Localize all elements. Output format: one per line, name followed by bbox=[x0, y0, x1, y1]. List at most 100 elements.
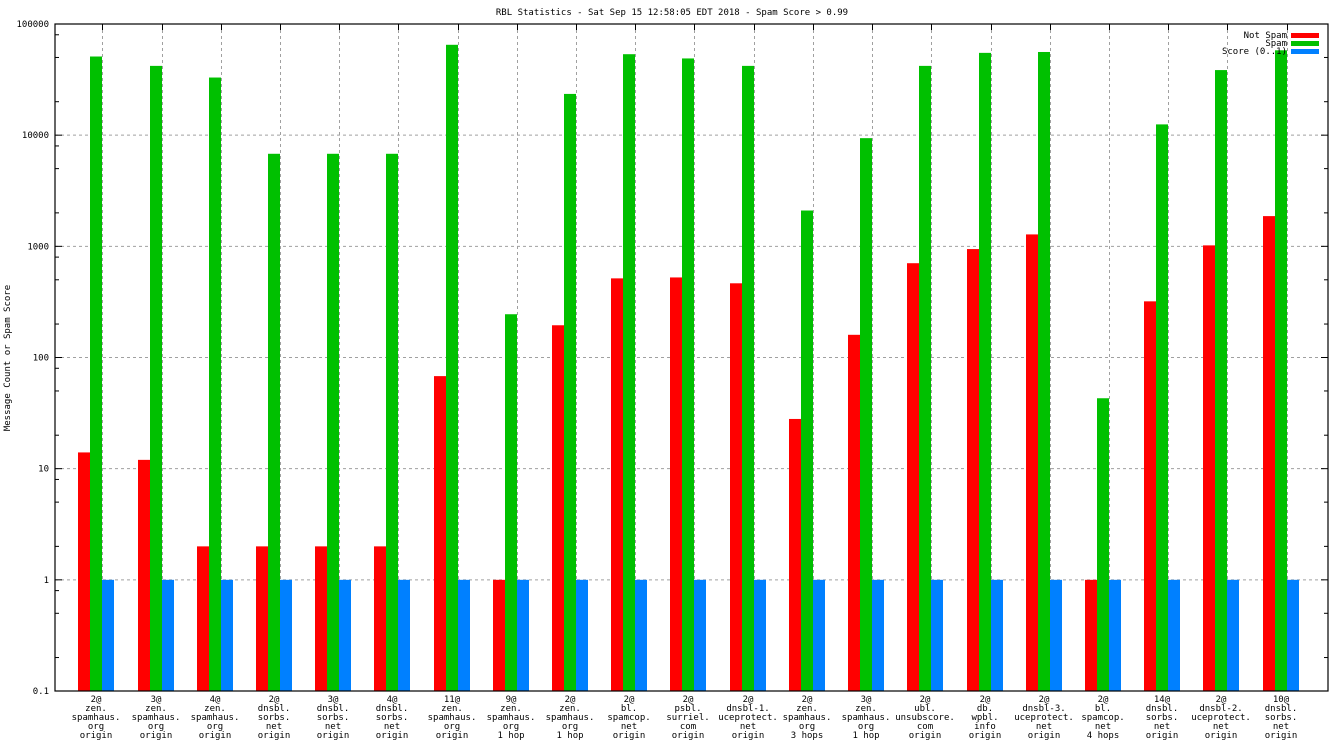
y-tick-label: 100 bbox=[33, 354, 49, 364]
x-tick-label: 2@ bbox=[683, 695, 694, 705]
x-tick-label: 9@ bbox=[506, 695, 517, 705]
bar-score-0-1-4 bbox=[280, 579, 292, 691]
y-tick-label: 1000 bbox=[27, 242, 49, 252]
x-tick-label: org bbox=[148, 722, 164, 732]
x-tick-label: zen. bbox=[441, 704, 463, 714]
x-tick-label: 1 hop bbox=[556, 731, 583, 741]
x-tick-label: origin bbox=[613, 731, 646, 741]
bar-score-0-1-5 bbox=[339, 579, 351, 691]
x-tick-label: sorbs. bbox=[317, 713, 350, 723]
x-tick-label: 2@ bbox=[565, 695, 576, 705]
bar-not-spam-10 bbox=[611, 278, 623, 691]
bar-score-0-1-13 bbox=[813, 579, 825, 691]
x-tick-label: spamhaus. bbox=[72, 713, 121, 723]
bar-not-spam-14 bbox=[848, 334, 860, 691]
x-tick-label: spamhaus. bbox=[783, 713, 832, 723]
x-tick-label: 1 hop bbox=[497, 731, 524, 741]
x-tick-label: origin bbox=[1028, 731, 1061, 741]
bar-score-0-1-6 bbox=[398, 579, 410, 691]
bar-spam-11 bbox=[682, 58, 694, 691]
bar-spam-3 bbox=[209, 77, 221, 691]
x-tick-label: origin bbox=[258, 731, 291, 741]
x-tick-label: org bbox=[88, 722, 104, 732]
bar-not-spam-12 bbox=[730, 283, 742, 691]
bar-score-0-1-8 bbox=[517, 579, 529, 691]
bar-not-spam-20 bbox=[1203, 245, 1215, 692]
x-tick-label: origin bbox=[80, 731, 113, 741]
x-tick-label: org bbox=[562, 722, 578, 732]
bar-spam-7 bbox=[446, 44, 458, 692]
x-tick-label: db. bbox=[977, 704, 993, 714]
y-axis-label: Message Count or Spam Score bbox=[3, 285, 13, 431]
bar-not-spam-21 bbox=[1263, 216, 1275, 692]
x-tick-label: sorbs. bbox=[1146, 713, 1179, 723]
x-tick-label: uceprotect. bbox=[1014, 713, 1074, 723]
x-tick-label: dnsbl-2. bbox=[1199, 704, 1242, 714]
x-tick-labels: 2@zen.spamhaus.orgorigin3@zen.spamhaus.o… bbox=[72, 695, 1298, 741]
x-tick-label: ubl. bbox=[914, 704, 936, 714]
x-tick-label: 2@ bbox=[920, 695, 931, 705]
bar-score-0-1-2 bbox=[162, 579, 174, 691]
x-tick-label: com bbox=[917, 722, 933, 732]
x-tick-label: 2@ bbox=[1098, 695, 1109, 705]
x-tick-label: 2@ bbox=[91, 695, 102, 705]
x-tick-label: spamhaus. bbox=[191, 713, 240, 723]
bar-not-spam-3 bbox=[197, 546, 209, 691]
legend-label: Spam bbox=[1265, 39, 1287, 49]
bars bbox=[78, 44, 1299, 692]
bar-score-0-1-20 bbox=[1227, 579, 1239, 691]
x-tick-label: origin bbox=[436, 731, 469, 741]
x-tick-label: net bbox=[384, 722, 400, 732]
bar-score-0-1-10 bbox=[635, 579, 647, 691]
x-tick-label: 2@ bbox=[802, 695, 813, 705]
legend-label: Score (0..1) bbox=[1222, 47, 1287, 57]
x-tick-label: 2@ bbox=[269, 695, 280, 705]
x-tick-label: zen. bbox=[500, 704, 522, 714]
bar-not-spam-11 bbox=[670, 277, 682, 691]
legend-swatch bbox=[1291, 41, 1319, 46]
bar-spam-12 bbox=[742, 65, 754, 691]
bar-not-spam-8 bbox=[493, 579, 505, 691]
bar-not-spam-17 bbox=[1026, 234, 1038, 691]
y-tick-label: 10000 bbox=[22, 131, 49, 141]
x-tick-label: wpbl. bbox=[971, 713, 998, 723]
x-tick-label: 11@ bbox=[444, 695, 461, 705]
bar-spam-19 bbox=[1156, 124, 1168, 692]
x-tick-label: 14@ bbox=[1154, 695, 1171, 705]
x-tick-label: origin bbox=[969, 731, 1002, 741]
x-tick-label: net bbox=[1273, 722, 1289, 732]
bar-spam-20 bbox=[1215, 70, 1227, 691]
x-tick-label: org bbox=[207, 722, 223, 732]
x-tick-label: org bbox=[503, 722, 519, 732]
x-tick-label: net bbox=[740, 722, 756, 732]
x-tick-label: com bbox=[680, 722, 696, 732]
bar-score-0-1-17 bbox=[1050, 579, 1062, 691]
x-tick-label: 2@ bbox=[1216, 695, 1227, 705]
bar-not-spam-6 bbox=[374, 546, 386, 691]
x-tick-label: org bbox=[444, 722, 460, 732]
x-tick-label: zen. bbox=[559, 704, 581, 714]
legend-swatch bbox=[1291, 33, 1319, 38]
x-tick-label: 2@ bbox=[743, 695, 754, 705]
bar-spam-1 bbox=[90, 56, 102, 692]
bar-score-0-1-11 bbox=[694, 579, 706, 691]
x-tick-label: net bbox=[1036, 722, 1052, 732]
x-tick-label: 3@ bbox=[861, 695, 872, 705]
x-tick-label: spamhaus. bbox=[842, 713, 891, 723]
x-tick-label: dnsbl. bbox=[258, 704, 291, 714]
bar-spam-17 bbox=[1038, 51, 1050, 691]
x-tick-label: origin bbox=[1146, 731, 1179, 741]
x-tick-label: origin bbox=[1265, 731, 1298, 741]
x-tick-label: 3@ bbox=[151, 695, 162, 705]
x-tick-label: spamcop. bbox=[1081, 713, 1124, 723]
bar-spam-4 bbox=[268, 153, 280, 692]
bar-spam-13 bbox=[801, 210, 813, 691]
bar-not-spam-9 bbox=[552, 325, 564, 691]
x-tick-label: org bbox=[858, 722, 874, 732]
x-tick-label: 3 hops bbox=[791, 731, 824, 741]
x-tick-label: sorbs. bbox=[258, 713, 291, 723]
x-tick-label: dnsbl. bbox=[317, 704, 350, 714]
x-tick-label: zen. bbox=[204, 704, 226, 714]
y-tick-label: 1 bbox=[44, 576, 49, 586]
